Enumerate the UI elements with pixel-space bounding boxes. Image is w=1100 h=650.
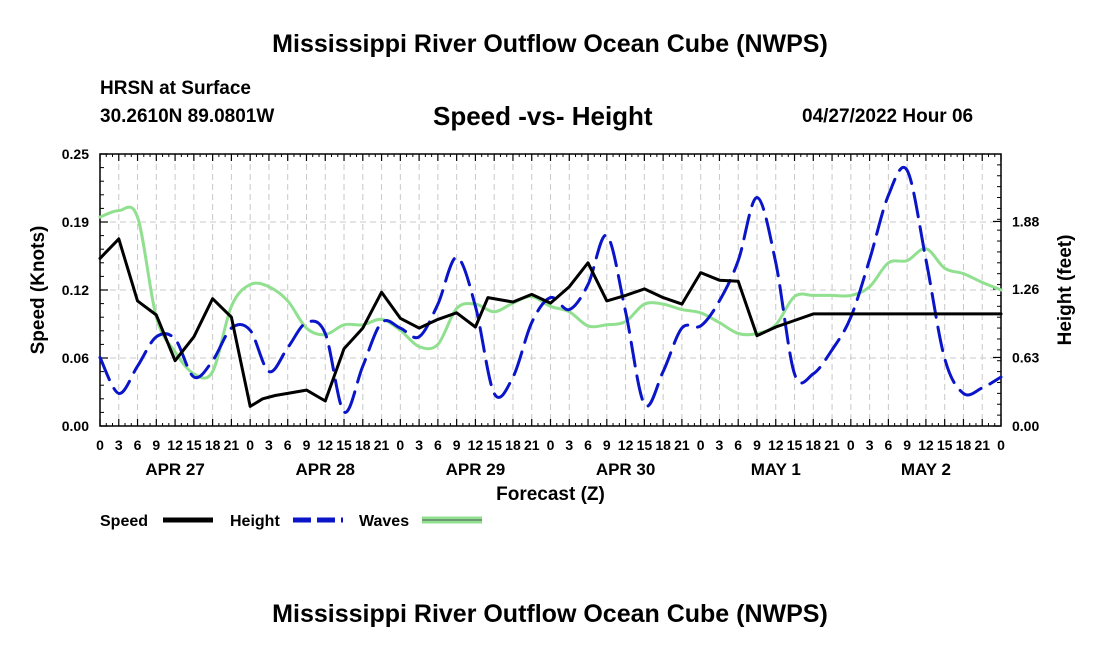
y-left-tick-label: 0.19 <box>62 214 89 230</box>
footer-title: Mississippi River Outflow Ocean Cube (NW… <box>272 600 828 628</box>
series-line-speed <box>98 237 1003 408</box>
y-left-tick-label: 0.12 <box>62 282 89 298</box>
x-tick-label: 15 <box>486 437 502 453</box>
station-coordinates: 30.2610N 89.0801W <box>100 106 275 127</box>
speed-height-chart: 0 3 6 9 12 15 18 21 0 3 6 9 12 15 18 21 0 3 6 9 12 15 18 21 0 3 6 9… <box>28 146 1076 530</box>
x-tick-label: 6 <box>284 437 292 453</box>
x-tick-label: 9 <box>903 437 911 453</box>
y-right-tick-label: 1.88 <box>1012 213 1039 229</box>
x-tick-label: 21 <box>524 437 540 453</box>
y-left-tick-label: 0.00 <box>62 418 89 434</box>
x-tick-label: 12 <box>768 437 784 453</box>
y-left-tick-label: 0.06 <box>62 350 89 366</box>
x-tick-label: 18 <box>505 437 521 453</box>
y-left-tick-label: 0.25 <box>62 146 89 162</box>
x-tick-label: 18 <box>205 437 221 453</box>
x-tick-label: 3 <box>716 437 724 453</box>
x-tick-label: 12 <box>918 437 934 453</box>
day-label: APR 30 <box>596 460 656 479</box>
x-tick-label: 15 <box>186 437 202 453</box>
x-tick-label: 15 <box>336 437 352 453</box>
chart-title: Mississippi River Outflow Ocean Cube (NW… <box>272 30 828 58</box>
chart-subtitle: Speed -vs- Height <box>433 101 653 131</box>
x-tick-label: 0 <box>246 437 254 453</box>
x-tick-label: 0 <box>997 437 1005 453</box>
x-tick-label: 6 <box>434 437 442 453</box>
day-label: APR 29 <box>446 460 506 479</box>
x-tick-label: 3 <box>115 437 123 453</box>
x-tick-label: 15 <box>937 437 953 453</box>
x-tick-label: 18 <box>956 437 972 453</box>
day-label: MAY 2 <box>901 460 951 479</box>
x-tick-label: 15 <box>787 437 803 453</box>
x-tick-label: 21 <box>974 437 990 453</box>
x-tick-label: 9 <box>303 437 311 453</box>
x-tick-label: 3 <box>866 437 874 453</box>
day-label: MAY 1 <box>751 460 801 479</box>
x-tick-label: 21 <box>824 437 840 453</box>
y-right-tick-label: 0.63 <box>1012 349 1039 365</box>
series-line-waves <box>98 205 1003 380</box>
y-left-axis-title: Speed (Knots) <box>28 226 49 355</box>
legend-label: Height <box>230 513 280 530</box>
x-tick-label: 9 <box>603 437 611 453</box>
x-tick-label: 12 <box>618 437 634 453</box>
y-right-tick-label: 0.00 <box>1012 418 1039 434</box>
x-tick-label: 21 <box>374 437 390 453</box>
x-tick-label: 6 <box>884 437 892 453</box>
x-tick-label: 6 <box>584 437 592 453</box>
x-tick-label: 3 <box>415 437 423 453</box>
x-axis-title: Forecast (Z) <box>496 484 605 505</box>
x-tick-label: 9 <box>753 437 761 453</box>
x-tick-label: 9 <box>453 437 461 453</box>
x-tick-label: 18 <box>806 437 822 453</box>
x-tick-label: 6 <box>134 437 142 453</box>
y-right-axis-title: Height (feet) <box>1055 235 1076 346</box>
day-label: APR 28 <box>295 460 355 479</box>
x-tick-label: 0 <box>96 437 104 453</box>
x-tick-label: 18 <box>355 437 371 453</box>
x-tick-label: 0 <box>396 437 404 453</box>
x-tick-label: 3 <box>265 437 273 453</box>
x-tick-label: 12 <box>167 437 183 453</box>
legend-label: Speed <box>100 513 148 530</box>
x-tick-label: 12 <box>317 437 333 453</box>
x-tick-label: 9 <box>152 437 160 453</box>
x-tick-label: 18 <box>655 437 671 453</box>
day-label: APR 27 <box>145 460 205 479</box>
legend-label: Waves <box>359 513 409 530</box>
x-tick-label: 6 <box>734 437 742 453</box>
station-label: HRSN at Surface <box>100 78 251 99</box>
x-tick-label: 3 <box>565 437 573 453</box>
x-tick-label: 12 <box>468 437 484 453</box>
x-tick-label: 15 <box>637 437 653 453</box>
x-tick-label: 21 <box>674 437 690 453</box>
y-right-tick-label: 1.26 <box>1012 281 1039 297</box>
x-tick-label: 21 <box>224 437 240 453</box>
forecast-datetime: 04/27/2022 Hour 06 <box>802 106 974 127</box>
x-tick-label: 0 <box>547 437 555 453</box>
x-tick-label: 0 <box>697 437 705 453</box>
x-tick-label: 0 <box>847 437 855 453</box>
